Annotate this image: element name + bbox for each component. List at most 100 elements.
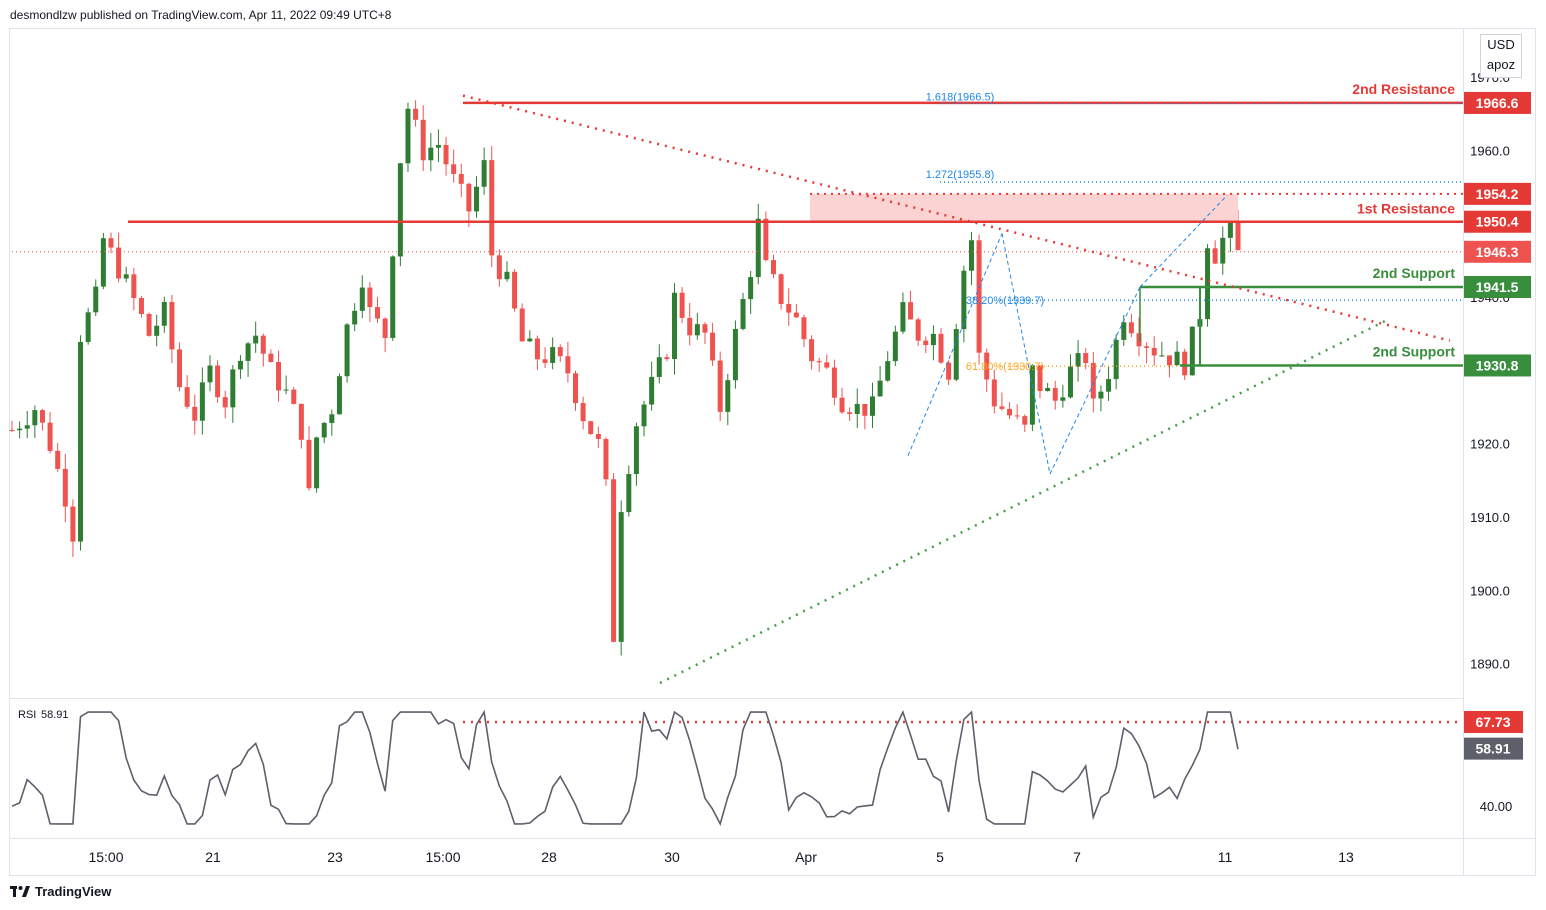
candle-body xyxy=(474,186,480,212)
candle-body xyxy=(801,317,807,340)
time-tick-label: 30 xyxy=(664,849,680,865)
candle-body xyxy=(869,396,875,416)
candle-body xyxy=(24,425,30,429)
price-tag-zone-top: 1954.2 xyxy=(1476,186,1519,202)
candle-body xyxy=(260,335,266,354)
currency-label: USD xyxy=(1487,37,1515,52)
rsi-value: 58.91 xyxy=(41,709,69,721)
candle-body xyxy=(1022,416,1028,425)
currency-unit-box[interactable]: USD apoz xyxy=(1480,34,1522,78)
rsi-tag-current: 58.91 xyxy=(1475,741,1510,757)
candle-body xyxy=(1128,322,1134,334)
candle-body xyxy=(1212,248,1218,264)
candle-body xyxy=(534,338,540,360)
candle-body xyxy=(717,360,723,412)
candle-body xyxy=(854,403,860,414)
support-2b-label: 2nd Support xyxy=(1373,343,1456,359)
candle-body xyxy=(329,414,335,423)
candle-body xyxy=(321,422,327,438)
candle-body xyxy=(565,356,571,374)
candle-body xyxy=(443,144,449,165)
candle-body xyxy=(138,298,144,314)
candle-body xyxy=(253,335,259,344)
candle-body xyxy=(1227,221,1233,238)
candle-body xyxy=(283,389,289,391)
time-tick-label: 11 xyxy=(1218,849,1233,865)
candle-body xyxy=(915,319,921,341)
candle-body xyxy=(793,312,799,318)
candle-body xyxy=(1144,346,1150,348)
candle-body xyxy=(1182,351,1188,376)
candle-body xyxy=(656,357,662,377)
candle-body xyxy=(611,479,617,642)
candle-body xyxy=(314,437,320,489)
fib-382-label: 38.20%(1939.7) xyxy=(966,295,1044,307)
candle-body xyxy=(892,331,898,362)
candle-body xyxy=(78,341,84,542)
candle-body xyxy=(595,433,601,439)
resistance-zone xyxy=(810,193,1238,222)
candle-body xyxy=(816,361,822,363)
candle-body xyxy=(588,421,594,434)
chart-frame xyxy=(9,28,1536,876)
price-tag-last-bg xyxy=(1464,240,1531,263)
candle-body xyxy=(161,301,167,326)
candle-body xyxy=(1090,363,1096,399)
candle-body xyxy=(1029,365,1035,425)
candle-body xyxy=(291,389,297,404)
price-tag-last: 1946.3 xyxy=(1476,244,1519,260)
candle-body xyxy=(641,404,647,427)
candle-body xyxy=(154,325,160,336)
candle-body xyxy=(923,340,929,346)
candle-body xyxy=(352,310,358,325)
candle-body xyxy=(786,304,792,313)
tradingview-logo-icon xyxy=(10,885,30,898)
candle-body xyxy=(763,218,769,261)
rsi-panel-divider xyxy=(9,698,1463,699)
candle-body xyxy=(664,357,670,360)
candle-body xyxy=(968,240,974,271)
candle-body xyxy=(1060,397,1066,401)
candle-body xyxy=(108,238,114,248)
candle-body xyxy=(390,256,396,338)
price-tag-resistance-2: 1966.6 xyxy=(1476,95,1519,111)
candle-body xyxy=(527,338,533,342)
candle-body xyxy=(512,271,518,309)
candle-body xyxy=(245,343,251,361)
resistance-1-label: 1st Resistance xyxy=(1357,201,1455,217)
candle-body xyxy=(542,359,548,363)
candle-body xyxy=(633,426,639,475)
time-tick-label: 13 xyxy=(1338,849,1354,865)
candle-body xyxy=(298,403,304,440)
candle-body xyxy=(687,317,693,336)
candle-body xyxy=(732,328,738,381)
candle-body xyxy=(199,382,205,421)
tradingview-footer[interactable]: TradingView xyxy=(10,884,111,899)
price-tick-label: 1960.0 xyxy=(1470,143,1510,158)
candle-body xyxy=(755,218,761,278)
candle-body xyxy=(489,160,495,256)
candle-body xyxy=(496,255,502,280)
unit-label: apoz xyxy=(1486,57,1516,72)
rsi-tag-level-bg xyxy=(1464,710,1523,733)
candle-body xyxy=(1220,237,1226,264)
rsi-tag-current-bg xyxy=(1464,737,1523,760)
candle-body xyxy=(550,347,556,363)
time-tick-label: 15:00 xyxy=(88,849,123,865)
candle-body xyxy=(671,292,677,360)
candle-body xyxy=(999,406,1005,409)
candle-body xyxy=(885,361,891,381)
candle-body xyxy=(573,373,579,404)
candle-body xyxy=(930,333,936,346)
price-axis-divider xyxy=(1463,28,1464,876)
candle-body xyxy=(649,376,655,405)
descending-trendline xyxy=(462,94,1451,342)
candle-body xyxy=(47,422,53,451)
candle-body xyxy=(1014,415,1020,417)
candle-body xyxy=(93,286,99,313)
time-tick-label: 7 xyxy=(1073,849,1081,865)
price-tag-resistance-2-bg xyxy=(1464,91,1531,114)
rsi-axis-tick: 40.00 xyxy=(1480,799,1513,814)
candle-body xyxy=(458,173,464,184)
